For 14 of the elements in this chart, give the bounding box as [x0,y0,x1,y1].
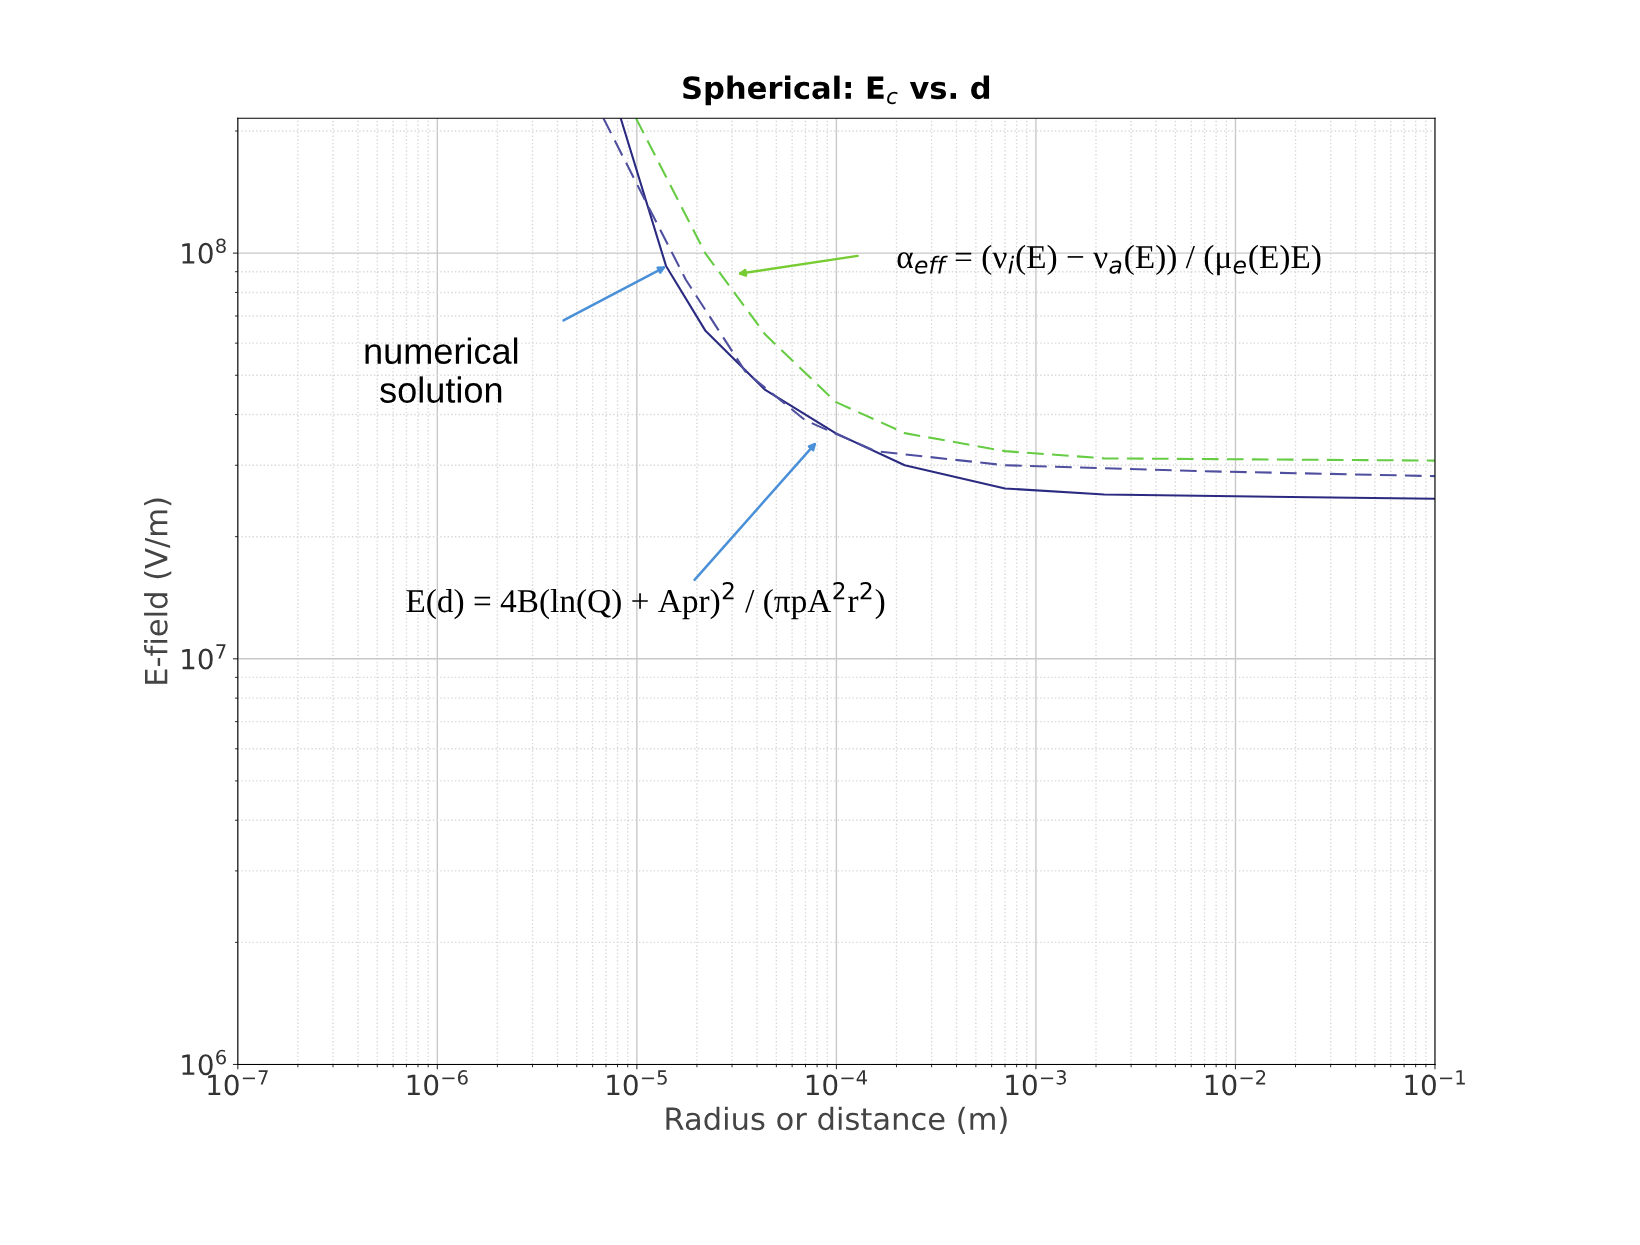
chart-title: Spherical: E$_{c}$ vs. d [683,75,990,106]
x-tick-label: 10$^{−3}$ [1006,1070,1067,1096]
y-axis-title: E-field (V/m) [144,498,172,684]
x-tick-label: 10$^{−4}$ [806,1070,867,1096]
x-tick-label: 10$^{−5}$ [607,1070,667,1096]
annotation: E(d) = 4B(ln(Q) + Apr)$^{2}$ / (πpA$^{2}$r$^{2}$) [406,582,885,620]
x-tick-label: 10$^{−1}$ [1405,1070,1465,1096]
y-tick-label: 10$^{8}$ [182,238,226,264]
y-tick-label: 10$^{7}$ [182,644,226,670]
x-axis-title: Radius or distance (m) [666,1106,1007,1134]
x-tick-label: 10$^{−2}$ [1205,1070,1266,1096]
annotation: numerical solution [365,337,518,403]
text: α$_{eff}$ = (ν$_{i}$(E) − ν$_{a}$(E)) / (μ$_{e}$(E)E) [897,244,1321,276]
x-tick-label: 10$^{−6}$ [407,1070,468,1096]
